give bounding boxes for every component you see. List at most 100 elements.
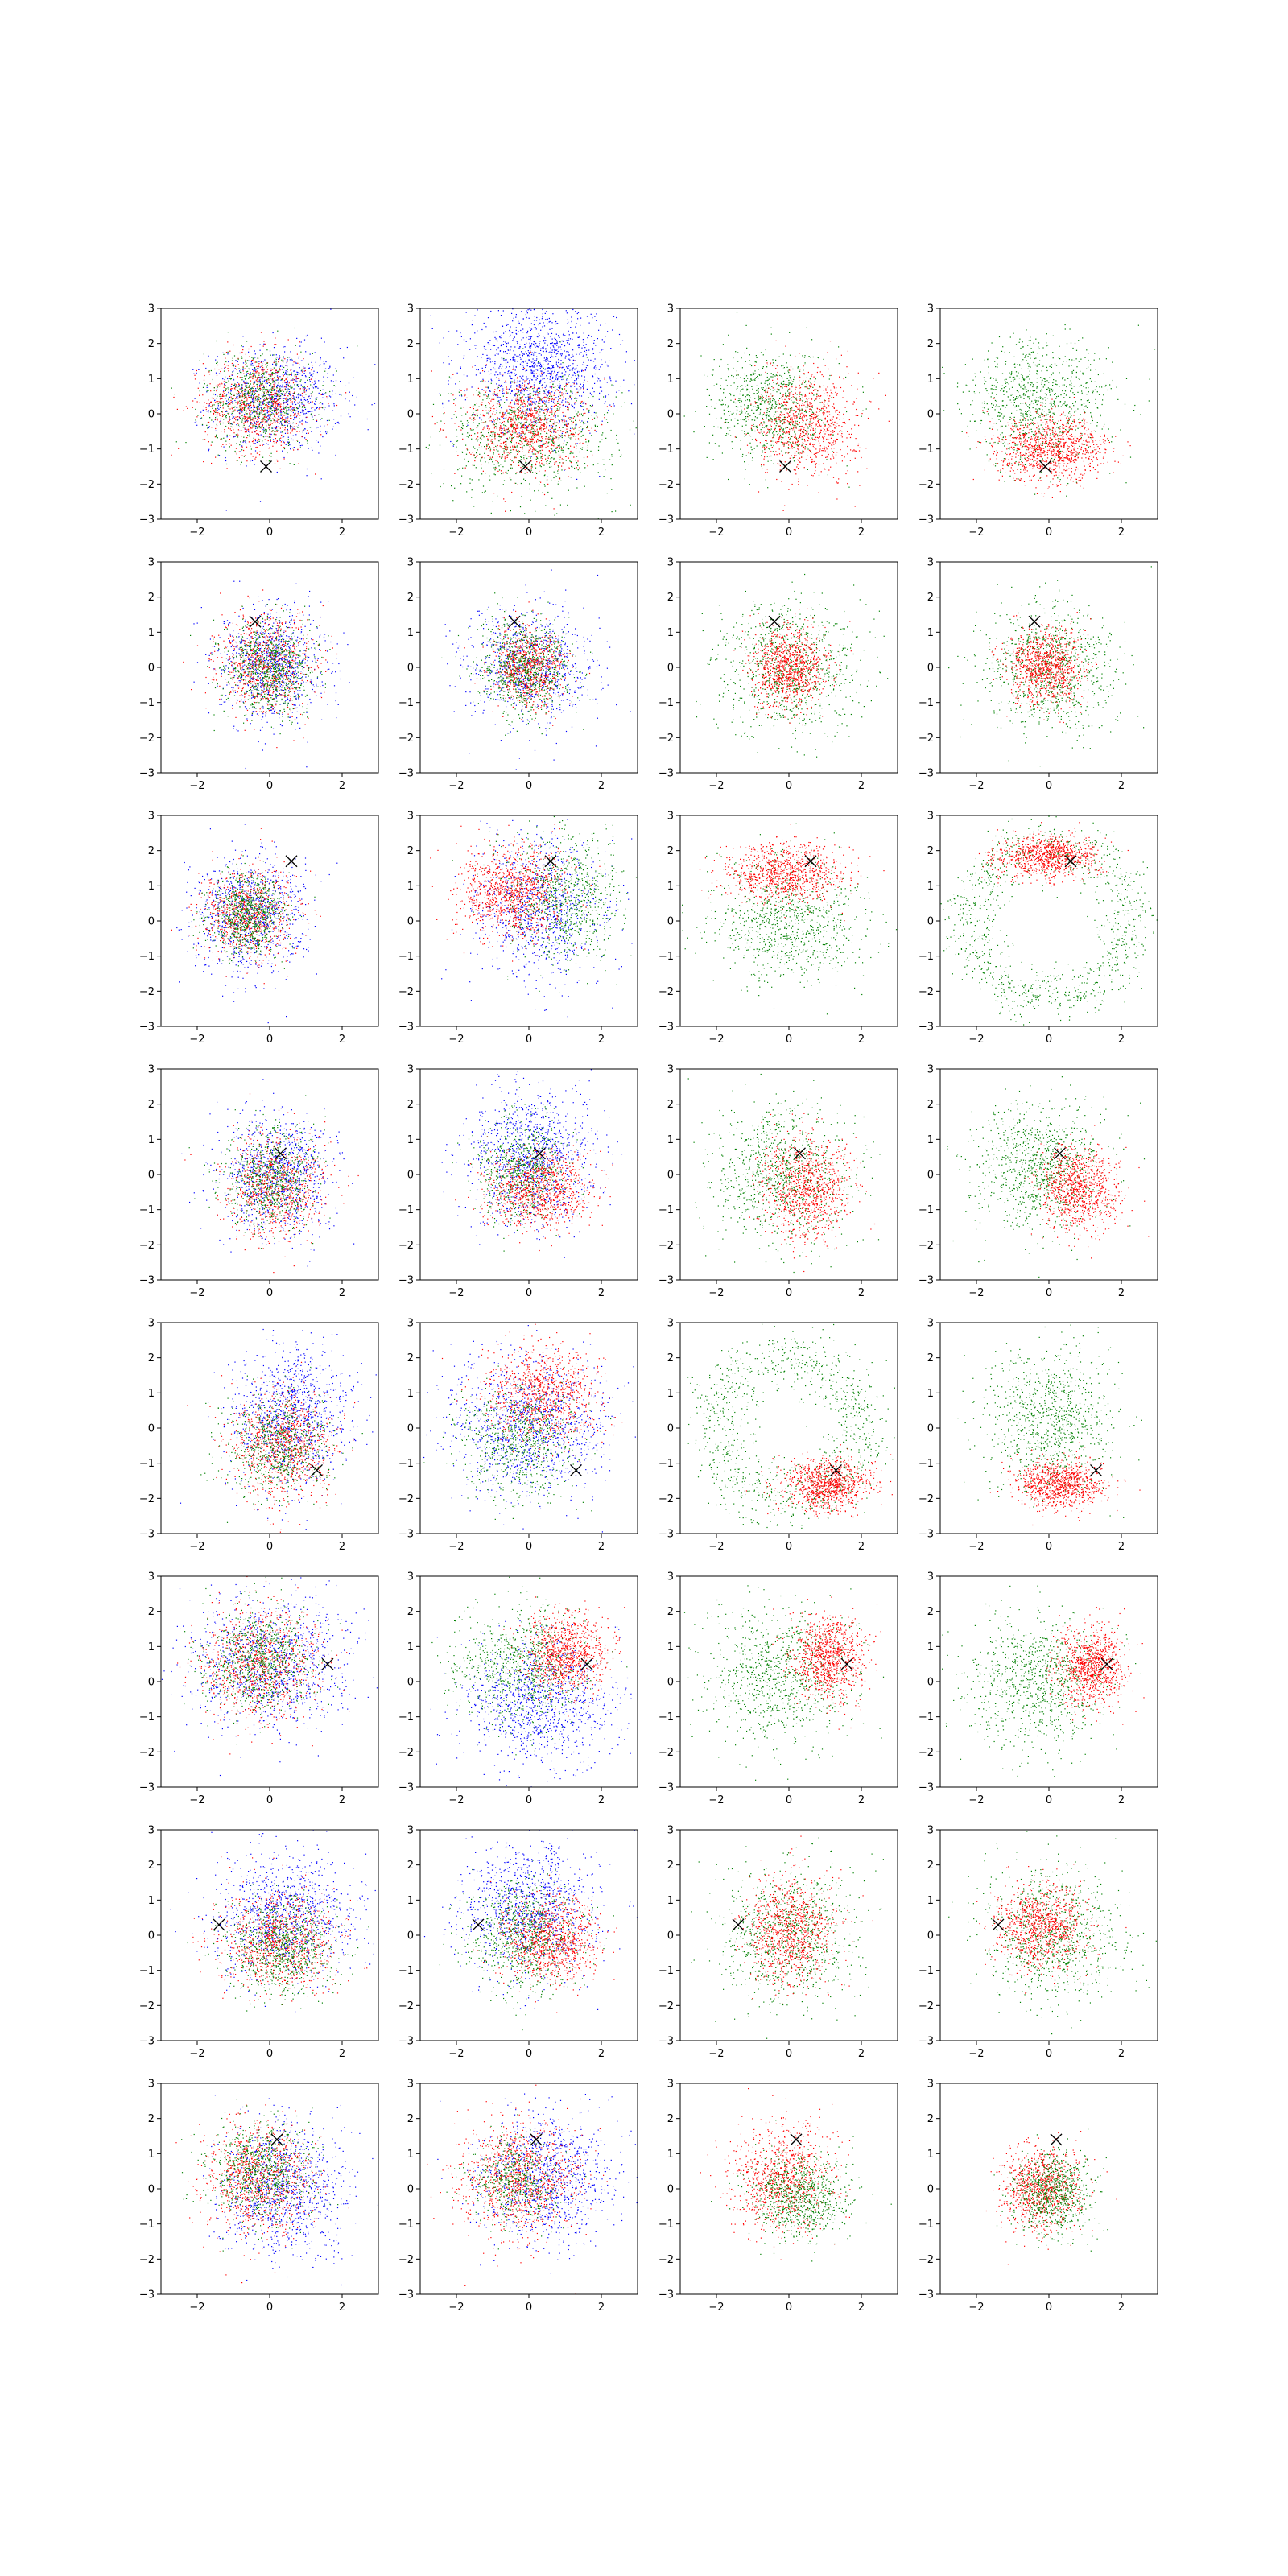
point-green: [501, 458, 502, 459]
point-red: [255, 418, 256, 419]
point-blue: [274, 395, 275, 396]
point-blue: [569, 370, 570, 371]
point-green: [548, 437, 549, 438]
point-green: [253, 404, 254, 405]
point-blue: [308, 411, 309, 412]
point-blue: [625, 361, 626, 362]
point-blue: [208, 449, 209, 450]
point-green: [255, 416, 256, 417]
point-red: [505, 446, 506, 447]
point-green: [538, 403, 539, 404]
point-blue: [513, 360, 514, 361]
point-blue: [229, 397, 230, 398]
point-green: [246, 403, 247, 404]
point-green: [250, 397, 251, 398]
point-green: [511, 442, 512, 443]
point-red: [228, 368, 229, 369]
point-green: [491, 459, 492, 460]
point-blue: [537, 378, 538, 379]
point-green: [570, 438, 571, 439]
point-green: [585, 441, 586, 442]
point-blue: [315, 386, 316, 387]
point-red: [249, 413, 250, 414]
point-blue: [298, 386, 299, 387]
point-blue: [285, 433, 286, 434]
point-red: [431, 370, 432, 371]
point-blue: [554, 450, 555, 451]
point-green: [452, 500, 453, 501]
point-red: [571, 434, 572, 435]
point-red: [555, 411, 556, 412]
point-blue: [246, 429, 247, 430]
point-blue: [596, 320, 597, 321]
point-blue: [209, 405, 210, 406]
point-red: [281, 441, 282, 442]
point-blue: [578, 312, 579, 313]
point-blue: [534, 365, 535, 366]
point-red: [542, 458, 543, 459]
point-green: [553, 387, 554, 388]
point-blue: [539, 323, 540, 324]
point-blue: [551, 356, 552, 357]
point-red: [209, 403, 210, 404]
point-blue: [318, 380, 319, 381]
point-green: [570, 453, 571, 454]
point-green: [275, 410, 276, 411]
point-red: [258, 366, 259, 367]
point-blue: [281, 423, 282, 424]
point-red: [474, 414, 475, 415]
point-blue: [557, 372, 558, 373]
point-blue: [561, 379, 562, 380]
point-green: [283, 407, 284, 408]
point-blue: [552, 349, 553, 350]
point-green: [250, 374, 251, 375]
point-red: [472, 366, 473, 367]
point-red: [490, 416, 491, 417]
point-red: [256, 380, 257, 381]
point-red: [236, 384, 237, 385]
point-green: [240, 372, 241, 373]
point-blue: [567, 342, 568, 343]
point-blue: [304, 382, 305, 383]
point-green: [273, 373, 274, 374]
point-red: [494, 434, 495, 435]
point-red: [273, 407, 274, 408]
point-blue: [309, 388, 310, 389]
point-blue: [316, 421, 317, 422]
point-blue: [610, 348, 611, 349]
point-green: [453, 399, 454, 400]
point-red: [299, 341, 300, 342]
point-red: [311, 379, 312, 380]
point-blue: [533, 358, 534, 359]
point-green: [535, 422, 536, 423]
point-blue: [567, 393, 568, 394]
point-green: [241, 369, 242, 370]
point-green: [517, 445, 518, 446]
point-blue: [540, 364, 541, 365]
point-green: [481, 473, 482, 474]
point-blue: [516, 374, 517, 375]
point-blue: [555, 379, 556, 380]
point-green: [559, 445, 560, 446]
point-blue: [293, 397, 294, 398]
point-green: [260, 422, 261, 423]
point-blue: [501, 399, 502, 400]
point-green: [287, 426, 288, 427]
point-green: [490, 435, 491, 436]
point-blue: [565, 371, 566, 372]
point-green: [300, 447, 301, 448]
point-red: [540, 440, 541, 441]
point-green: [544, 484, 545, 485]
point-green: [265, 395, 266, 396]
point-green: [290, 425, 291, 426]
point-blue: [540, 376, 541, 377]
point-blue: [314, 381, 315, 382]
point-green: [520, 404, 521, 405]
point-blue: [517, 341, 518, 342]
point-green: [542, 405, 543, 406]
point-blue: [521, 351, 522, 352]
point-blue: [520, 346, 521, 347]
point-blue: [501, 385, 502, 386]
point-green: [541, 440, 542, 441]
point-green: [459, 381, 460, 382]
